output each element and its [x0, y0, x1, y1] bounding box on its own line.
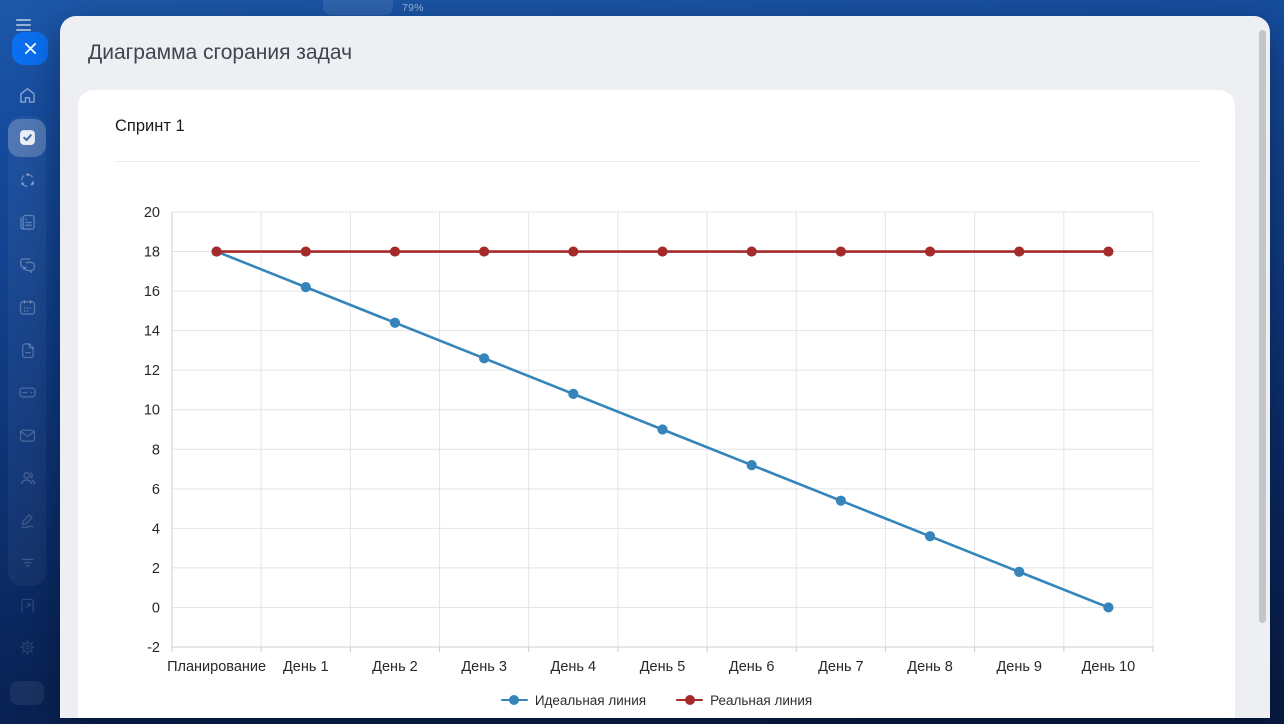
svg-text:День 4: День 4 [551, 659, 597, 675]
sidebar-item-signature[interactable] [8, 501, 46, 539]
svg-text:День 10: День 10 [1082, 659, 1136, 675]
hamburger-icon[interactable] [16, 19, 31, 31]
svg-text:2: 2 [152, 561, 160, 577]
sidebar-item-tasks[interactable] [8, 118, 46, 157]
sidebar-item-contacts[interactable] [8, 459, 46, 497]
legend-item[interactable]: Реальная линия [676, 693, 812, 708]
svg-text:День 5: День 5 [640, 659, 686, 675]
close-button[interactable] [12, 32, 48, 65]
sidebar-item-home[interactable] [8, 76, 46, 114]
svg-text:8: 8 [152, 442, 160, 458]
svg-text:4: 4 [152, 521, 160, 537]
modal-title: Диаграмма сгорания задач [88, 41, 353, 64]
close-icon [24, 42, 37, 55]
sidebar-bottom-tile[interactable] [10, 681, 44, 705]
top-progress-pill [323, 0, 393, 15]
notebook-icon [17, 212, 38, 233]
sidebar-item-filter[interactable] [8, 544, 46, 582]
file-edit-icon [17, 595, 38, 616]
svg-text:18: 18 [144, 245, 160, 261]
sidebar-item-file-edit[interactable] [8, 586, 46, 624]
document-icon [17, 340, 38, 361]
sidebar-panel [8, 116, 46, 586]
svg-text:16: 16 [144, 284, 160, 300]
sidebar [8, 76, 46, 671]
sidebar-item-drive[interactable] [8, 374, 46, 412]
share-network-icon [17, 170, 38, 191]
card-divider [115, 161, 1200, 162]
legend-marker-icon [500, 695, 528, 706]
svg-text:14: 14 [144, 324, 160, 340]
home-icon [17, 85, 38, 106]
svg-text:День 3: День 3 [461, 659, 507, 675]
sidebar-item-calendar[interactable] [8, 289, 46, 327]
svg-text:День 8: День 8 [907, 659, 953, 675]
chart-legend: Идеальная линия Реальная линия [78, 688, 1235, 712]
drive-icon [17, 382, 38, 403]
chat-bubbles-icon [17, 255, 38, 276]
svg-text:6: 6 [152, 482, 160, 498]
gear-icon [17, 637, 38, 658]
svg-text:10: 10 [144, 403, 160, 419]
modal-scrollbar[interactable] [1259, 30, 1266, 623]
burndown-modal: Диаграмма сгорания задач Спринт 1 -2 0 2 4 6… [60, 16, 1270, 718]
svg-text:День 2: День 2 [372, 659, 418, 675]
tasks-check-icon [17, 127, 38, 148]
svg-text:12: 12 [144, 363, 160, 379]
svg-text:-2: -2 [147, 640, 160, 656]
burndown-chart: -2 0 2 4 6 8 10 12 14 16 18 20 Планирование День 1 Ден… [78, 90, 1235, 718]
svg-text:20: 20 [144, 205, 160, 221]
sprint-title: Спринт 1 [115, 117, 185, 135]
sidebar-item-chat[interactable] [8, 246, 46, 284]
modal-header: Диаграмма сгорания задач [60, 16, 1270, 90]
svg-text:Планирование: Планирование [167, 659, 266, 675]
svg-text:День 9: День 9 [996, 659, 1042, 675]
progress-percent-label: 79% [402, 2, 424, 14]
sidebar-item-documents[interactable] [8, 331, 46, 369]
svg-text:0: 0 [152, 600, 160, 616]
contacts-icon [17, 467, 38, 488]
sidebar-item-settings[interactable] [8, 629, 46, 667]
svg-text:День 1: День 1 [283, 659, 329, 675]
sidebar-item-mail[interactable] [8, 416, 46, 454]
legend-label: Реальная линия [710, 692, 813, 708]
legend-item[interactable]: Идеальная линия [500, 692, 647, 708]
sprint-card: Спринт 1 -2 0 2 4 6 8 10 12 14 16 18 20 Планирование… [78, 90, 1235, 718]
chart-canvas: -2 0 2 4 6 8 10 12 14 16 18 20 Планирование День 1 Ден… [144, 205, 1154, 675]
svg-text:День 7: День 7 [818, 659, 864, 675]
calendar-icon [17, 297, 38, 318]
signature-pen-icon [17, 510, 38, 531]
sidebar-item-notes[interactable] [8, 204, 46, 242]
svg-text:День 6: День 6 [729, 659, 775, 675]
legend-label: Идеальная линия [534, 692, 647, 708]
filter-bars-icon [17, 552, 38, 573]
mail-icon [17, 425, 38, 446]
legend-marker-icon [676, 695, 704, 706]
sidebar-item-share[interactable] [8, 161, 46, 199]
